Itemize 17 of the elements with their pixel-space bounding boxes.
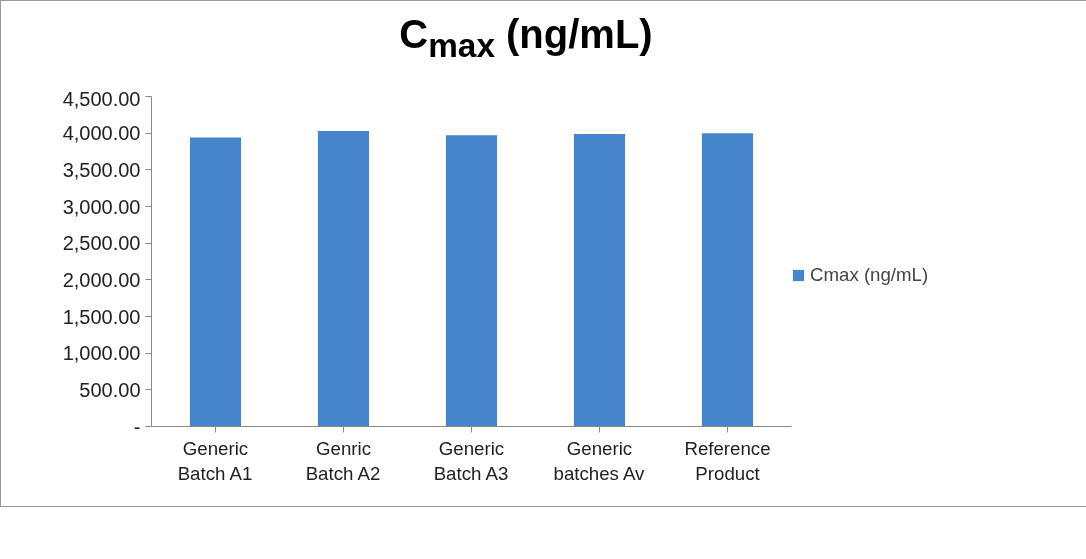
y-tick-label: -: [133, 415, 141, 438]
y-tick-label: 4,000.00: [62, 122, 141, 145]
y-tick-label: 2,000.00: [62, 268, 141, 291]
y-tick-label: 4,500.00: [62, 87, 141, 110]
y-tick-label: 3,000.00: [62, 195, 141, 218]
y-tick-label: 2,500.00: [62, 232, 141, 255]
y-tick-label: 1,000.00: [62, 342, 141, 365]
x-tick-label: Genric Batch A2: [305, 437, 381, 484]
legend-label: Cmax (ng/mL): [810, 264, 929, 286]
x-tick-label: Generic Batch A1: [177, 437, 253, 484]
y-tick-label: 3,500.00: [62, 158, 141, 181]
x-tick-label: Generic batches Av: [553, 437, 646, 484]
y-tick-label: 1,500.00: [62, 305, 141, 328]
x-tick-label: Generic Batch A3: [433, 437, 509, 484]
chart-title: C$_{max}$ (ng/mL): [398, 11, 654, 66]
x-tick-label: Reference Product: [684, 437, 771, 484]
y-tick-label: 500.00: [79, 378, 141, 401]
